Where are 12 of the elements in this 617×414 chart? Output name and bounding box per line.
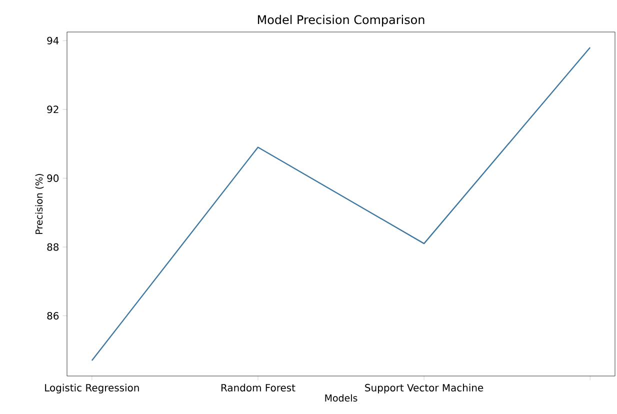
chart-title: Model Precision Comparison	[258, 14, 424, 26]
y-tick-label: 88	[47, 243, 59, 251]
y-tick-label: 90	[47, 174, 59, 182]
x-tick-label: Random Forest	[221, 384, 296, 392]
line-series	[91, 46, 591, 362]
y-axis-title: Precision (%)	[35, 174, 44, 234]
y-tick-label: 94	[47, 36, 59, 44]
x-tick-label: Support Vector Machine	[365, 384, 484, 394]
x-tick-label: Logistic Regression	[45, 384, 139, 394]
y-tick-label: 86	[47, 312, 59, 320]
x-axis-title: Models	[325, 394, 358, 402]
y-tick-label: 92	[47, 106, 58, 114]
